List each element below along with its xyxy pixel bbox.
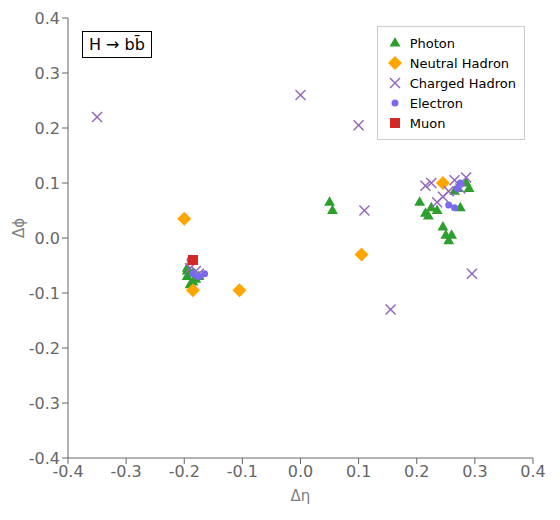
html-text:Charged Hadron: Charged Hadron xyxy=(409,75,516,91)
svg-text:0.4: 0.4 xyxy=(520,462,545,481)
svg-text:0.2: 0.2 xyxy=(35,119,60,138)
svg-text:0.1: 0.1 xyxy=(35,174,60,193)
svg-text:-0.3: -0.3 xyxy=(29,394,60,413)
html-text:Photon: Photon xyxy=(409,35,455,51)
html-text:Neutral Hadron: Neutral Hadron xyxy=(409,55,510,71)
svg-text:-0.4: -0.4 xyxy=(29,449,60,468)
svg-text:-0.1: -0.1 xyxy=(227,462,258,481)
svg-text:Δϕ: Δϕ xyxy=(10,218,28,238)
svg-text:0.3: 0.3 xyxy=(462,462,487,481)
svg-text:0.0: 0.0 xyxy=(288,462,313,481)
svg-text:-0.2: -0.2 xyxy=(29,339,60,358)
html-text:Electron: Electron xyxy=(409,95,463,111)
svg-text:-0.1: -0.1 xyxy=(29,284,60,303)
svg-text:-0.2: -0.2 xyxy=(169,462,200,481)
svg-text:0.3: 0.3 xyxy=(35,64,60,83)
svg-text:0.0: 0.0 xyxy=(35,229,60,248)
svg-text:0.1: 0.1 xyxy=(346,462,371,481)
svg-text:-0.3: -0.3 xyxy=(111,462,142,481)
html-text:H → bb̄: H → bb̄ xyxy=(88,35,145,55)
svg-text:0.2: 0.2 xyxy=(404,462,429,481)
svg-text:0.4: 0.4 xyxy=(35,9,60,28)
svg-text:Δη: Δη xyxy=(291,487,311,505)
svg-text:-0.4: -0.4 xyxy=(52,462,84,482)
html-text:Muon: Muon xyxy=(409,115,446,131)
